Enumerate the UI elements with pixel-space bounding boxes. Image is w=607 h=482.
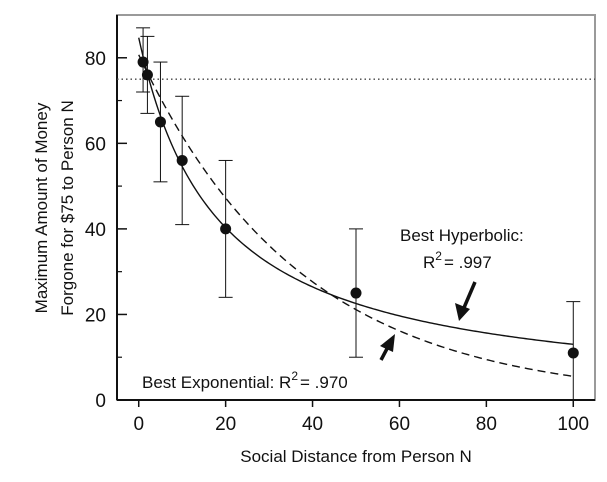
hyperbolic-arrow — [455, 281, 477, 321]
hyperbolic-arrow-head — [455, 303, 470, 321]
hyperbolic-annotation-line1: Best Hyperbolic: — [400, 226, 524, 245]
x-tick-label: 100 — [557, 414, 589, 435]
x-tick-label: 20 — [215, 414, 236, 435]
y-axis-title-line1: Maximum Amount of Money — [32, 102, 51, 313]
x-tick-label: 80 — [476, 414, 497, 435]
exponential-annotation: Best Exponential: R2 = .970 — [142, 369, 348, 392]
exponential-arrow — [379, 334, 395, 361]
data-point — [350, 287, 362, 299]
hyperbolic-arrow-shaft — [461, 281, 477, 311]
data-point — [154, 116, 166, 128]
y-ticks: 0 20 40 60 80 — [85, 49, 127, 412]
data-point — [567, 347, 579, 359]
hyperbolic-r2-value: = .997 — [444, 253, 492, 272]
exponential-arrow-head — [380, 334, 395, 352]
y-tick-label: 0 — [95, 391, 106, 412]
y-minor-ticks — [117, 99, 122, 358]
data-point — [137, 56, 149, 68]
y-tick-label: 80 — [85, 49, 106, 70]
hyperbolic-annotation-line2: R2 = .997 — [423, 249, 492, 272]
data-point — [220, 223, 232, 235]
hyperbolic-r-label: R — [423, 253, 435, 272]
data-point — [176, 154, 188, 166]
error-bars — [136, 27, 581, 400]
y-tick-label: 60 — [85, 134, 106, 155]
x-ticks: 0 20 40 60 80 100 — [133, 400, 589, 435]
exponential-label: Best Exponential: R — [142, 373, 291, 392]
data-points — [137, 56, 579, 359]
data-point — [141, 69, 153, 81]
y-axis-title-line2: Forgone for $75 to Person N — [58, 100, 77, 315]
hyperbolic-r2-superscript: 2 — [435, 249, 442, 263]
x-tick-label: 60 — [389, 414, 410, 435]
x-tick-label: 40 — [302, 414, 323, 435]
y-tick-label: 20 — [85, 305, 106, 326]
exponential-r2-superscript: 2 — [291, 369, 298, 383]
y-tick-label: 40 — [85, 220, 106, 241]
x-tick-label: 0 — [133, 414, 144, 435]
exponential-r2-value: = .970 — [300, 373, 348, 392]
x-axis-title: Social Distance from Person N — [240, 447, 471, 466]
